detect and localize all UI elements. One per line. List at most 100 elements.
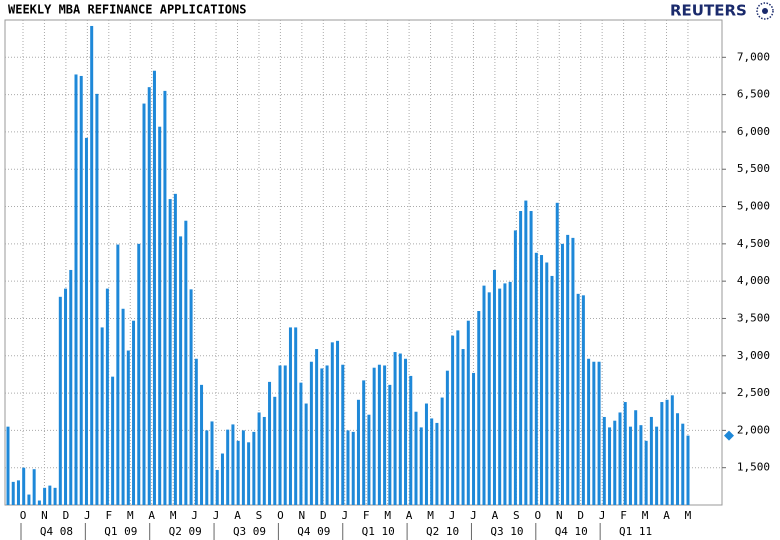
bar (466, 320, 470, 505)
y-tick-label: 6,500 (737, 88, 770, 101)
bar (623, 402, 627, 505)
bar (95, 93, 99, 505)
y-tick-label: 5,500 (737, 162, 770, 175)
bar (22, 467, 26, 505)
month-label: M (642, 509, 649, 522)
bar (461, 349, 465, 505)
bar (105, 288, 109, 505)
bar (163, 90, 167, 505)
month-label: O (534, 509, 541, 522)
quarter-label: Q1 09 (104, 525, 137, 538)
bar (435, 422, 439, 505)
bar (268, 381, 272, 505)
month-label: M (384, 509, 391, 522)
y-tick-label: 7,000 (737, 50, 770, 63)
month-label: N (299, 509, 306, 522)
bar (414, 411, 418, 505)
bar (356, 399, 360, 505)
bar (346, 430, 350, 505)
bar (388, 384, 392, 505)
bar (226, 429, 230, 505)
bar (351, 431, 355, 505)
bar (43, 487, 47, 505)
month-label: D (320, 509, 327, 522)
bar (189, 289, 193, 505)
bar (137, 243, 141, 505)
quarter-label: Q4 09 (297, 525, 330, 538)
bar (53, 487, 57, 505)
month-label: J (599, 509, 606, 522)
bar (377, 364, 381, 505)
bar (247, 442, 251, 505)
bar (262, 416, 266, 505)
bar (336, 340, 340, 505)
bar (608, 427, 612, 505)
bar (132, 320, 136, 505)
bar (482, 285, 486, 505)
bar (210, 421, 214, 505)
bar (529, 211, 533, 505)
logo: REUTERS (670, 2, 774, 20)
month-label: S (513, 509, 520, 522)
month-label: O (20, 509, 27, 522)
bar (283, 365, 287, 505)
bar (644, 440, 648, 505)
bar (456, 330, 460, 505)
bar (597, 361, 601, 505)
bar (184, 220, 188, 505)
month-label: M (170, 509, 177, 522)
bar (398, 353, 402, 505)
bar (215, 469, 219, 505)
bar (472, 372, 476, 505)
y-tick-label: 3,000 (737, 349, 770, 362)
bar (592, 361, 596, 505)
bar (168, 199, 172, 506)
bar (649, 416, 653, 505)
bar (315, 349, 319, 505)
quarter-label: Q4 08 (40, 525, 73, 538)
bar (372, 367, 376, 505)
bar (252, 431, 256, 505)
bar (158, 126, 162, 505)
bar (79, 75, 83, 505)
bar (278, 365, 282, 505)
bar (383, 365, 387, 505)
bar (508, 281, 512, 505)
bar (445, 370, 449, 505)
y-tick-label: 3,500 (737, 311, 770, 324)
month-label: F (363, 509, 370, 522)
bar (367, 414, 371, 505)
month-label: N (41, 509, 48, 522)
bar (440, 397, 444, 505)
month-label: N (556, 509, 563, 522)
quarter-label: Q2 10 (426, 525, 459, 538)
quarter-label: Q1 10 (362, 525, 395, 538)
bar (116, 244, 120, 506)
bar (571, 237, 575, 505)
bar (566, 234, 570, 505)
y-tick-label: 1,500 (737, 461, 770, 474)
bar (179, 236, 183, 505)
month-label: A (234, 509, 241, 522)
bar (299, 382, 303, 505)
bar (362, 380, 366, 505)
bar (576, 293, 580, 505)
bar (451, 335, 455, 505)
bar (341, 364, 345, 505)
quarter-label: Q3 09 (233, 525, 266, 538)
logo-text: REUTERS (670, 2, 747, 20)
bar (555, 202, 559, 506)
bar (64, 288, 68, 505)
bar (173, 193, 177, 505)
bar (220, 453, 224, 505)
logo-mark (762, 8, 768, 14)
month-label: A (663, 509, 670, 522)
bar (628, 426, 632, 505)
month-label: J (84, 509, 91, 522)
month-label: J (449, 509, 456, 522)
bar (498, 288, 502, 505)
bar (304, 403, 308, 505)
bar (16, 480, 20, 505)
bar (430, 418, 434, 505)
